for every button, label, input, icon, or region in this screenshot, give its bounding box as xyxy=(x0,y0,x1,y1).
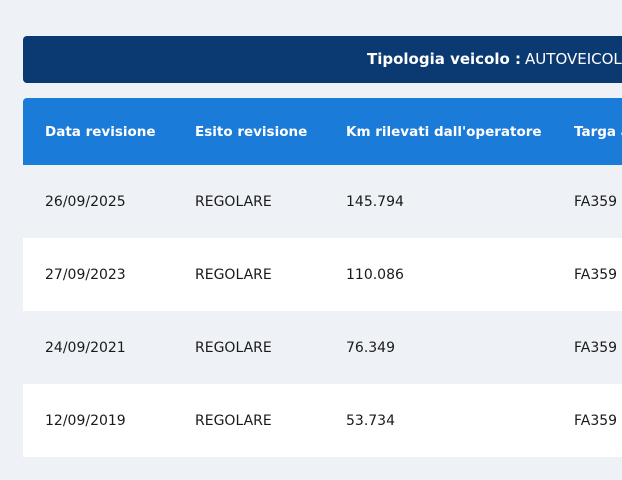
table-row: 12/09/2019 REGOLARE 53.734 FA359 xyxy=(23,384,622,457)
cell-plate: FA359 xyxy=(574,193,618,210)
cell-km-recorded: 110.086 xyxy=(346,266,404,283)
header-plate: Targa a xyxy=(574,123,622,140)
cell-revision-date: 24/09/2021 xyxy=(45,339,126,356)
cell-km-recorded: 76.349 xyxy=(346,339,395,356)
table-row: 24/09/2021 REGOLARE 76.349 FA359 xyxy=(23,311,622,384)
cell-revision-date: 27/09/2023 xyxy=(45,266,126,283)
table-row: 26/09/2025 REGOLARE 145.794 FA359 xyxy=(23,165,622,238)
vehicle-type-value: AUTOVEICOLO xyxy=(525,50,622,68)
cell-km-recorded: 145.794 xyxy=(346,193,404,210)
revision-history-table: Data revisione Esito revisione Km rileva… xyxy=(23,98,622,457)
header-revision-outcome: Esito revisione xyxy=(195,123,308,140)
cell-revision-outcome: REGOLARE xyxy=(195,339,272,356)
table-row: 27/09/2023 REGOLARE 110.086 FA359 xyxy=(23,238,622,311)
table-header: Data revisione Esito revisione Km rileva… xyxy=(23,98,622,165)
vehicle-type-label: Tipologia veicolo : xyxy=(367,50,522,68)
header-revision-date: Data revisione xyxy=(45,123,156,140)
cell-revision-date: 12/09/2019 xyxy=(45,412,126,429)
header-km-recorded: Km rilevati dall'operatore xyxy=(346,123,542,140)
cell-revision-outcome: REGOLARE xyxy=(195,193,272,210)
cell-km-recorded: 53.734 xyxy=(346,412,395,429)
vehicle-type-banner: Tipologia veicolo :AUTOVEICOLO xyxy=(23,36,622,83)
vehicle-type-text: Tipologia veicolo :AUTOVEICOLO xyxy=(367,36,622,83)
cell-revision-outcome: REGOLARE xyxy=(195,412,272,429)
cell-plate: FA359 xyxy=(574,412,618,429)
cell-plate: FA359 xyxy=(574,339,618,356)
cell-revision-outcome: REGOLARE xyxy=(195,266,272,283)
cell-plate: FA359 xyxy=(574,266,618,283)
cell-revision-date: 26/09/2025 xyxy=(45,193,126,210)
